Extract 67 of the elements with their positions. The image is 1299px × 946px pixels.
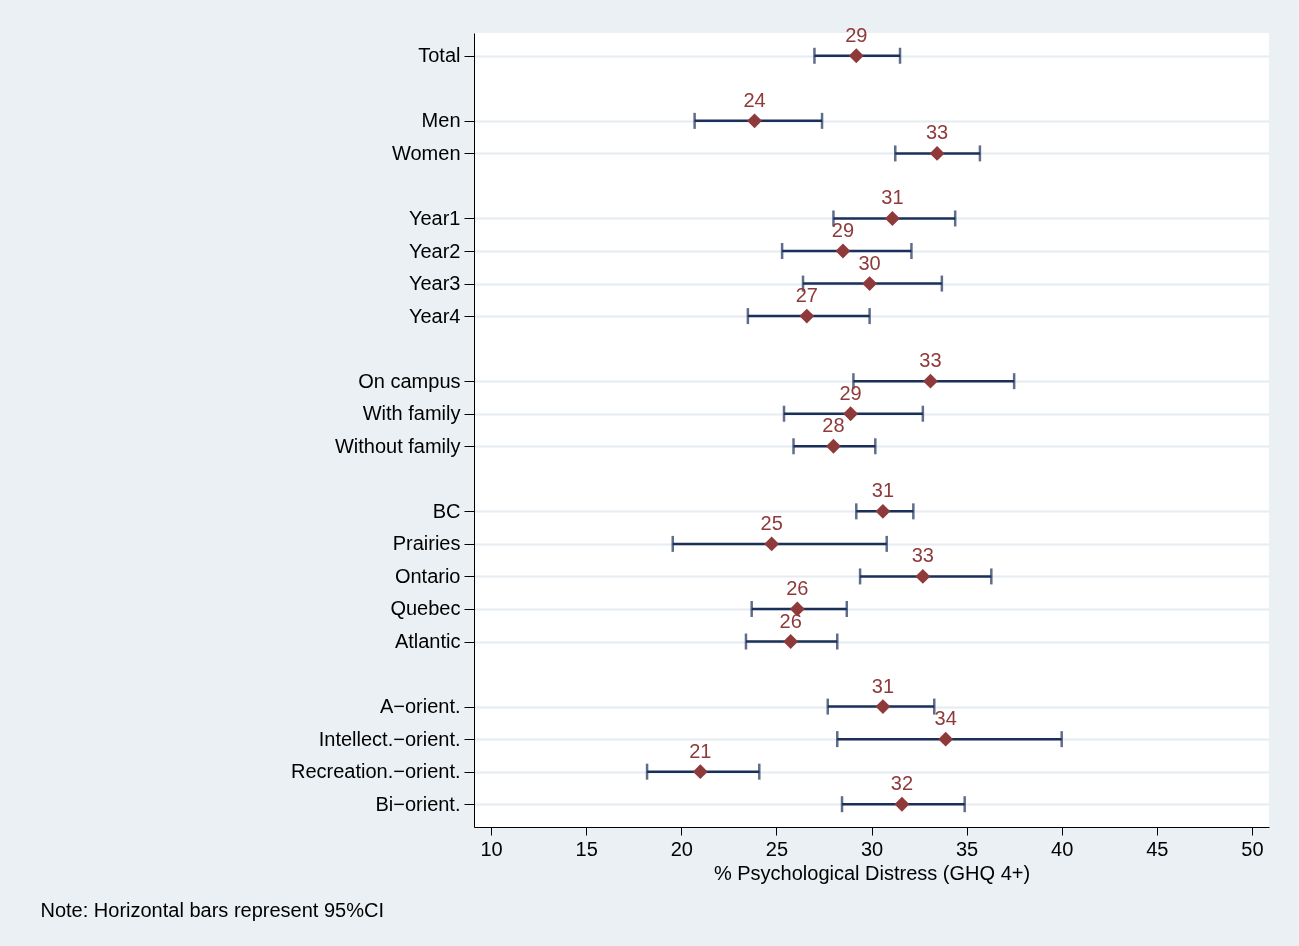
- y-tick-label: On campus: [358, 369, 461, 392]
- data-label: 29: [845, 23, 868, 46]
- data-label: 33: [911, 544, 934, 567]
- data-label: 32: [890, 772, 914, 795]
- y-tick-label: Total: [418, 44, 461, 67]
- y-tick-label: Year2: [408, 239, 461, 262]
- x-axis-title: % Psychological Distress (GHQ 4+): [713, 861, 1031, 884]
- point: [692, 764, 708, 780]
- data-label: 28: [822, 414, 845, 437]
- data-label: 34: [934, 707, 957, 730]
- data-label: 25: [760, 511, 783, 534]
- y-tick-label: Quebec: [390, 597, 461, 620]
- text: Note: Horizontal bars represent 95%CI: [40, 899, 384, 921]
- point: [923, 373, 938, 389]
- point: [848, 48, 864, 64]
- point: [875, 699, 891, 715]
- point: [862, 276, 878, 291]
- y-tick-label: Bi−orient.: [375, 792, 461, 815]
- data-label: 31: [871, 479, 895, 502]
- y-tick-label: Year1: [408, 206, 461, 229]
- x-tick-label: 25: [765, 837, 789, 860]
- point: [929, 145, 945, 161]
- point: [826, 438, 841, 454]
- x-tick-label: 30: [860, 837, 884, 860]
- point: [747, 113, 762, 129]
- point: [885, 211, 900, 226]
- y-tick-label: Atlantic: [394, 630, 461, 653]
- point: [835, 243, 851, 259]
- data-label: 31: [871, 674, 895, 697]
- y-tick-label: With family: [362, 402, 461, 425]
- point: [915, 569, 931, 584]
- point: [783, 634, 799, 649]
- x-tick-label: 15: [575, 837, 598, 860]
- data-label: 33: [919, 349, 942, 372]
- y-tick-label: Women: [391, 141, 461, 164]
- x-tick-label: 35: [955, 837, 979, 860]
- x-tick-label: 45: [1146, 837, 1169, 860]
- data-label: 29: [839, 381, 862, 404]
- data-label: 26: [786, 576, 809, 599]
- data-label: 24: [743, 88, 766, 111]
- data-label: 27: [795, 284, 818, 307]
- x-tick-label: 50: [1241, 837, 1264, 860]
- point: [894, 796, 910, 812]
- y-tick-label: BC: [432, 499, 461, 522]
- y-tick-label: Intellect.−orient.: [318, 727, 461, 750]
- point: [875, 503, 891, 519]
- point: [843, 406, 858, 422]
- x-tick-label: 20: [670, 837, 693, 860]
- y-tick-label: Year4: [408, 304, 461, 327]
- y-tick-label: Year3: [408, 272, 461, 295]
- y-tick-label: A−orient.: [379, 695, 461, 718]
- data-label: 29: [831, 219, 855, 242]
- data-label: 21: [689, 739, 712, 762]
- data-label: 31: [881, 186, 904, 209]
- y-tick-label: Prairies: [392, 532, 461, 555]
- point: [799, 308, 815, 324]
- y-tick-label: Men: [421, 109, 461, 132]
- data-label: 33: [925, 121, 949, 144]
- point: [938, 731, 954, 747]
- y-tick-label: Recreation.−orient.: [290, 760, 461, 783]
- x-tick-label: 10: [480, 837, 503, 860]
- y-tick-label: Ontario: [394, 564, 461, 587]
- y-tick-label: Without family: [334, 434, 461, 457]
- data-label: 30: [858, 251, 881, 274]
- x-tick-label: 40: [1051, 837, 1074, 860]
- point: [764, 536, 780, 552]
- data-label: 26: [779, 609, 802, 632]
